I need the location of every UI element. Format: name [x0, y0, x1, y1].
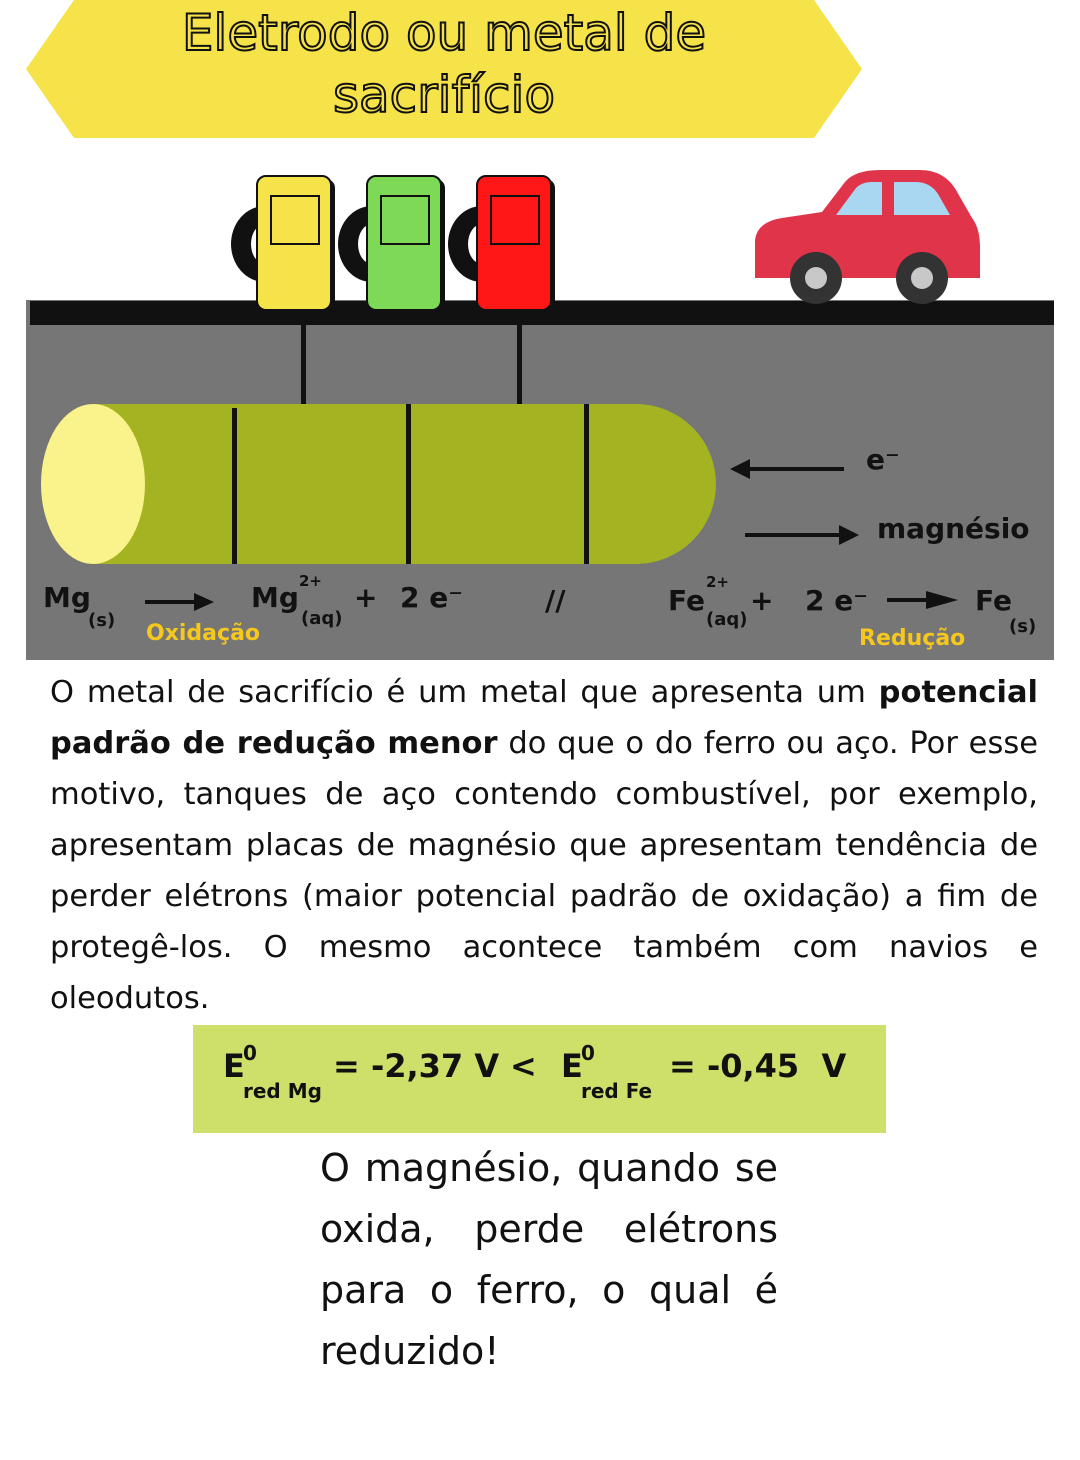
- oxidation-electrons: 2 e⁻: [400, 581, 463, 614]
- mg-potential-sub: red Mg: [243, 1079, 322, 1103]
- reduction-reactant-charge: 2+: [706, 573, 730, 591]
- paragraph-part-2: do que o do ferro ou aço. Por esse motiv…: [50, 726, 1038, 1016]
- reduction-arrow: [887, 591, 958, 609]
- fe-potential-symbol: E: [561, 1047, 583, 1085]
- mg-potential-symbol: E: [223, 1047, 245, 1085]
- mg-potential-sup: 0: [243, 1041, 257, 1065]
- half-reaction-separator: //: [545, 584, 566, 617]
- car-icon: [755, 170, 980, 304]
- conclusion-text: O magnésio, quando se oxida, perde elétr…: [320, 1146, 778, 1373]
- comparison-sign: <: [510, 1047, 537, 1085]
- red-fuel-tank: [476, 175, 555, 313]
- magnesium-label: magnésio: [877, 512, 1030, 545]
- page-title: Eletrodo ou metal de sacrifício: [26, 2, 862, 126]
- fe-potential-value: = -0,45 V: [669, 1047, 847, 1085]
- cathodic-protection-diagram: e⁻ magnésio Mg (s) Mg 2+ (aq) + 2 e⁻ Oxi…: [0, 160, 1080, 670]
- fe-potential-sup: 0: [581, 1041, 595, 1065]
- explanation-paragraph: O metal de sacrifício é um metal que apr…: [50, 667, 1038, 1024]
- connection-wire-1: [301, 325, 306, 405]
- oxidation-product: Mg: [251, 581, 299, 614]
- title-banner: [26, 0, 862, 138]
- title-line-1: Eletrodo ou metal de: [181, 3, 707, 63]
- oxidation-label: Oxidação: [146, 621, 261, 646]
- reduction-potential-comparison: E 0 red Mg = -2,37 V < E 0 red Fe = -0,4…: [193, 1025, 886, 1133]
- electron-label: e⁻: [866, 443, 900, 476]
- magnesium-pipe: [41, 404, 716, 564]
- title-line-2: sacrifício: [332, 65, 556, 125]
- connection-wire-2: [517, 325, 522, 405]
- reduction-plus: +: [750, 584, 774, 617]
- oxidation-product-state: (aq): [301, 608, 343, 629]
- oxidation-reactant-state: (s): [88, 610, 116, 631]
- reduction-reactant: Fe: [668, 584, 705, 617]
- yellow-fuel-tank: [256, 175, 335, 313]
- oxidation-arrow: [145, 593, 214, 611]
- reduction-electrons: 2 e⁻: [805, 584, 868, 617]
- magnesium-arrow-right: [745, 525, 859, 545]
- fe-potential-sub: red Fe: [581, 1079, 653, 1103]
- electron-arrow-left: [730, 459, 844, 479]
- diagram-graphics: [26, 170, 1054, 660]
- mg-potential-value: = -2,37 V: [333, 1047, 500, 1085]
- reduction-product: Fe: [975, 584, 1012, 617]
- oxidation-plus: +: [354, 581, 378, 614]
- reduction-label: Redução: [859, 626, 966, 651]
- reduction-product-state: (s): [1009, 616, 1037, 637]
- oxidation-reactant: Mg: [43, 581, 91, 614]
- paragraph-part-1: O metal de sacrifício é um metal que apr…: [50, 675, 879, 710]
- oxidation-product-charge: 2+: [299, 572, 323, 590]
- green-fuel-tank: [366, 175, 445, 313]
- paragraph-emphasis: potencial padrão de redução menor: [50, 675, 1038, 761]
- reduction-reactant-state: (aq): [706, 609, 748, 630]
